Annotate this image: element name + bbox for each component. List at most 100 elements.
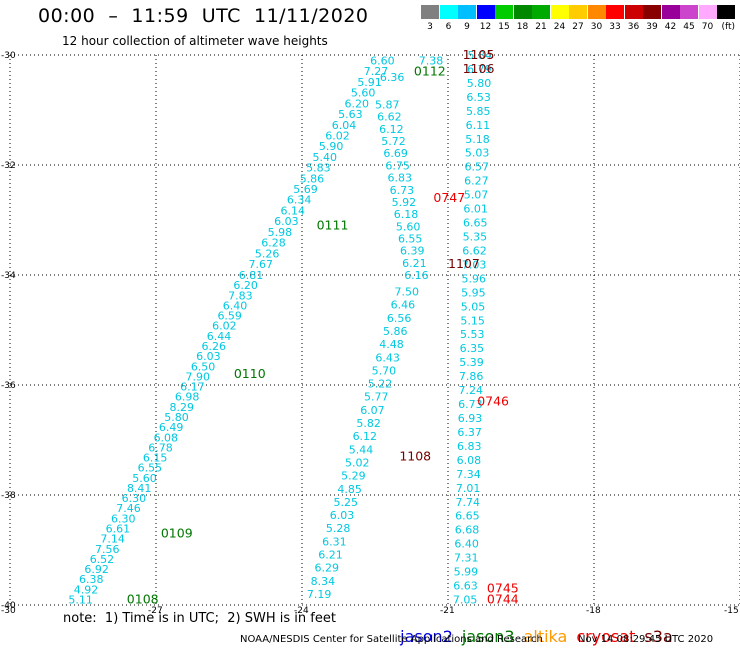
scale-label: 45: [683, 22, 695, 32]
scale-unit: (ft): [721, 22, 736, 32]
swh-value: 5.69: [293, 183, 318, 196]
swh-value: 6.21: [318, 549, 343, 562]
swh-value: 5.90: [319, 140, 344, 153]
swh-value: 6.78: [148, 441, 173, 454]
lon-tick-label: -30: [1, 606, 16, 616]
swh-value: 6.40: [223, 299, 248, 312]
scale-swatch: [513, 5, 532, 19]
scale-label: 39: [646, 22, 658, 32]
scale-label: 3: [427, 22, 433, 32]
swh-value: 6.20: [345, 97, 370, 110]
swh-value: 5.29: [341, 470, 366, 483]
swh-value: 6.18: [394, 208, 419, 221]
swh-value: 7.05: [453, 594, 478, 607]
swh-value: 5.99: [454, 566, 479, 579]
swh-value: 5.60: [351, 87, 376, 100]
legend-s3a: s3a: [644, 627, 673, 646]
pass-time-label: 0744: [487, 592, 519, 607]
swh-value: 5.92: [392, 196, 417, 209]
swh-value: 6.55: [398, 232, 423, 245]
swh-value: 5.91: [357, 76, 382, 89]
swh-value: 7.86: [459, 370, 484, 383]
swh-value: 6.04: [332, 119, 357, 132]
scale-label: 18: [516, 22, 529, 32]
map-grid: [9, 54, 740, 606]
scale-swatch: [587, 5, 606, 19]
scale-label: 30: [590, 22, 603, 32]
swh-value: 6.46: [391, 299, 416, 312]
lon-tick-label: -21: [440, 606, 455, 616]
swh-value: 5.98: [268, 226, 293, 239]
swh-value: 6.62: [377, 111, 402, 124]
swh-value: 8.34: [311, 575, 336, 588]
pass-time-label: 1105: [463, 47, 495, 62]
footer-agency: NOAA/NESDIS Center for Satellite Applica…: [240, 634, 543, 645]
lon-tick-label: -18: [586, 606, 601, 616]
scale-label: 9: [464, 22, 470, 32]
swh-value: 6.27: [464, 175, 489, 188]
swh-value: 6.31: [322, 535, 347, 548]
swh-value: 6.60: [370, 55, 395, 68]
swh-value: 6.43: [375, 351, 400, 364]
swh-value: 6.49: [159, 421, 184, 434]
scale-label: 42: [664, 22, 677, 32]
swh-value: 6.92: [84, 563, 109, 576]
scale-label: 33: [609, 22, 621, 32]
swh-value: 6.68: [455, 524, 480, 537]
scale-swatch: [421, 5, 439, 19]
scale-label: 6: [445, 22, 452, 32]
swh-value: 6.36: [380, 71, 405, 84]
swh-value: 6.20: [233, 279, 257, 292]
swh-value: 6.03: [330, 509, 355, 522]
swh-value: 4.48: [379, 338, 404, 351]
swh-value: 5.28: [326, 522, 351, 535]
pass-time-label: 1107: [448, 256, 480, 271]
scale-swatch: [458, 5, 476, 19]
pass-time-label: 0108: [127, 592, 159, 607]
swh-value: 5.53: [460, 328, 485, 341]
swh-value: 7.50: [394, 286, 419, 299]
swh-value: 6.98: [175, 391, 200, 404]
pass-time-label: 0110: [234, 366, 266, 381]
pass-time-label: 1106: [463, 61, 495, 76]
swh-value: 5.83: [306, 162, 331, 175]
swh-value: 7.24: [458, 384, 483, 397]
swh-value: 7.31: [454, 552, 479, 565]
swh-value: 7.14: [100, 533, 125, 546]
swh-value: 5.39: [459, 356, 484, 369]
lat-tick-label: -40: [1, 601, 16, 611]
swh-value: 7.03: [462, 258, 487, 271]
swh-value: 5.35: [463, 231, 488, 244]
swh-value: 6.03: [196, 350, 221, 363]
swh-value: 6.83: [388, 172, 413, 185]
swh-value: 7.38: [419, 55, 444, 68]
swh-value: 6.29: [314, 562, 339, 575]
swh-value: 7.46: [116, 502, 140, 515]
swh-value: 5.02: [345, 456, 370, 469]
swh-value: 5.26: [255, 247, 280, 260]
footer-timestamp: Nov 14 08:29:45 UTC 2020: [578, 634, 714, 645]
lon-tick-label: -15: [724, 606, 739, 616]
swh-value: 6.02: [325, 129, 350, 142]
pass-time-label: 0745: [487, 581, 519, 596]
swh-value: 6.14: [280, 204, 305, 217]
swh-value: 6.03: [274, 215, 299, 228]
swh-value: 5.25: [334, 496, 359, 509]
swh-value: 6.30: [111, 512, 136, 525]
lat-tick-label: -32: [1, 161, 16, 171]
swh-value: 5.77: [364, 391, 389, 404]
swh-value: 6.21: [402, 257, 427, 270]
footer-note: note: 1) Time is in UTC; 2) SWH is in fe…: [63, 611, 336, 626]
lat-tick-label: -36: [1, 381, 16, 391]
swh-value: 5.95: [461, 286, 486, 299]
swh-value: 6.69: [383, 147, 408, 160]
scale-swatch: [569, 5, 587, 19]
legend-altika: altika: [523, 627, 568, 646]
lat-tick-label: -34: [1, 271, 16, 281]
swh-value: 7.74: [455, 496, 480, 509]
lon-tick-label: -27: [148, 606, 163, 616]
swh-value: 5.03: [465, 147, 490, 160]
pass-time-label: 0747: [433, 190, 465, 205]
pass-time-label: 0111: [317, 218, 349, 233]
swh-value: 6.28: [261, 237, 286, 250]
